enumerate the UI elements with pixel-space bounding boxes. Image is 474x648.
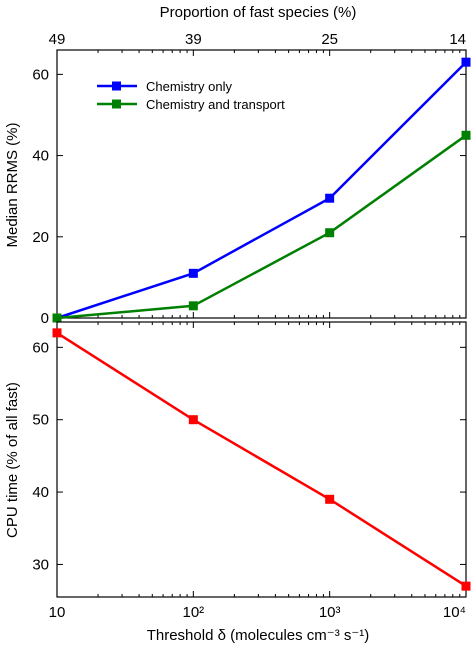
bottom-panel-frame (56, 321, 467, 598)
top-data-point (188, 268, 198, 278)
x-tick-label: 10 (49, 604, 66, 621)
bottom-y-tick-label: 40 (32, 484, 49, 501)
bottom-y-tick-label: 50 (32, 412, 49, 429)
top-axis-label: Proportion of fast species (%) (160, 4, 357, 21)
top-y-tick-label: 20 (32, 229, 49, 246)
bottom-data-point (461, 581, 471, 591)
x-tick-label: 10⁴ (443, 604, 466, 621)
bottom-panel-ticks: 30 40 50 60 10 10² 10³ 10⁴ (32, 322, 467, 621)
bottom-panel-lines (56, 331, 467, 588)
x-axis-label: Threshold δ (molecules cm⁻³ s⁻¹) (147, 627, 370, 644)
legend-marker-chemistry-and-transport (112, 99, 121, 109)
top-data-point (461, 57, 471, 67)
top-panel-frame (56, 49, 467, 319)
top-y-tick-label: 60 (32, 66, 49, 83)
top-series-line-0 (56, 61, 467, 320)
top-axis-tick-label: 14 (449, 31, 466, 48)
bottom-panel: 30 40 50 60 10 10² 10³ 10⁴ CPU time (% of all f… (4, 321, 471, 621)
bottom-series-line-0 (56, 331, 467, 588)
top-panel-lines (56, 61, 467, 320)
top-y-tick-label: 0 (41, 310, 49, 327)
top-panel: 0 20 40 60 49 39 25 14 Chemistry only Chemistry… (4, 31, 471, 327)
bottom-y-axis-label: CPU time (% of all fast) (4, 382, 21, 538)
top-data-point (325, 228, 335, 238)
top-data-point (461, 130, 471, 140)
legend-label-chemistry-only: Chemistry only (146, 79, 232, 94)
legend: Chemistry only Chemistry and transport (97, 79, 285, 112)
top-data-point (52, 313, 62, 323)
top-panel-ticks: 0 20 40 60 49 39 25 14 (32, 31, 467, 327)
top-axis-tick-label: 49 (49, 31, 66, 48)
top-panel-points (52, 57, 471, 323)
x-tick-label: 10² (182, 604, 204, 621)
top-axis-tick-label: 39 (185, 31, 202, 48)
bottom-y-tick-label: 60 (32, 339, 49, 356)
top-data-point (188, 301, 198, 311)
top-data-point (325, 193, 335, 203)
top-y-tick-label: 40 (32, 148, 49, 165)
top-y-axis-label: Median RRMS (%) (4, 122, 21, 247)
x-tick-label: 10³ (319, 604, 341, 621)
top-series-line-1 (56, 134, 467, 320)
legend-marker-chemistry-only (112, 81, 121, 91)
bottom-data-point (52, 328, 62, 338)
legend-label-chemistry-and-transport: Chemistry and transport (146, 97, 285, 112)
bottom-panel-points (52, 328, 471, 591)
bottom-data-point (188, 415, 198, 425)
bottom-data-point (325, 494, 335, 504)
bottom-y-tick-label: 30 (32, 556, 49, 573)
top-axis-tick-label: 25 (321, 31, 338, 48)
